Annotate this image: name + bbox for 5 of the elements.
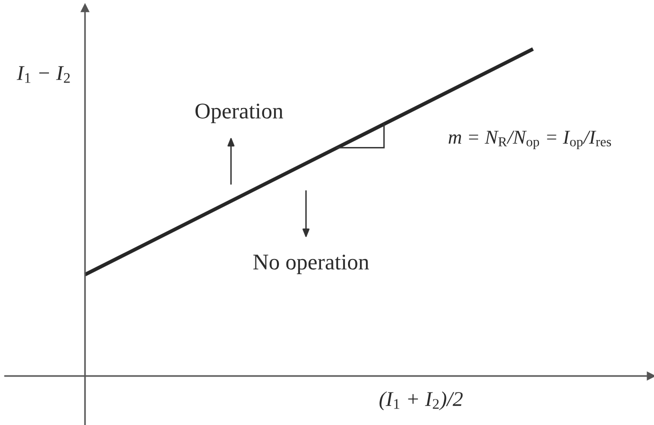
annotation: Operation [195, 104, 284, 124]
annotation: m = N$_{R}$/N$_{op}$ = I$_{op}$/I$_{res}$ [448, 130, 612, 150]
x-axis-title: (I$_{1}$ + I$_{2}$)/2 [380, 391, 463, 410]
y-axis-title: I$_{1}$ − I$_{2}$ [16, 66, 70, 83]
annotation: No operation [253, 254, 369, 274]
